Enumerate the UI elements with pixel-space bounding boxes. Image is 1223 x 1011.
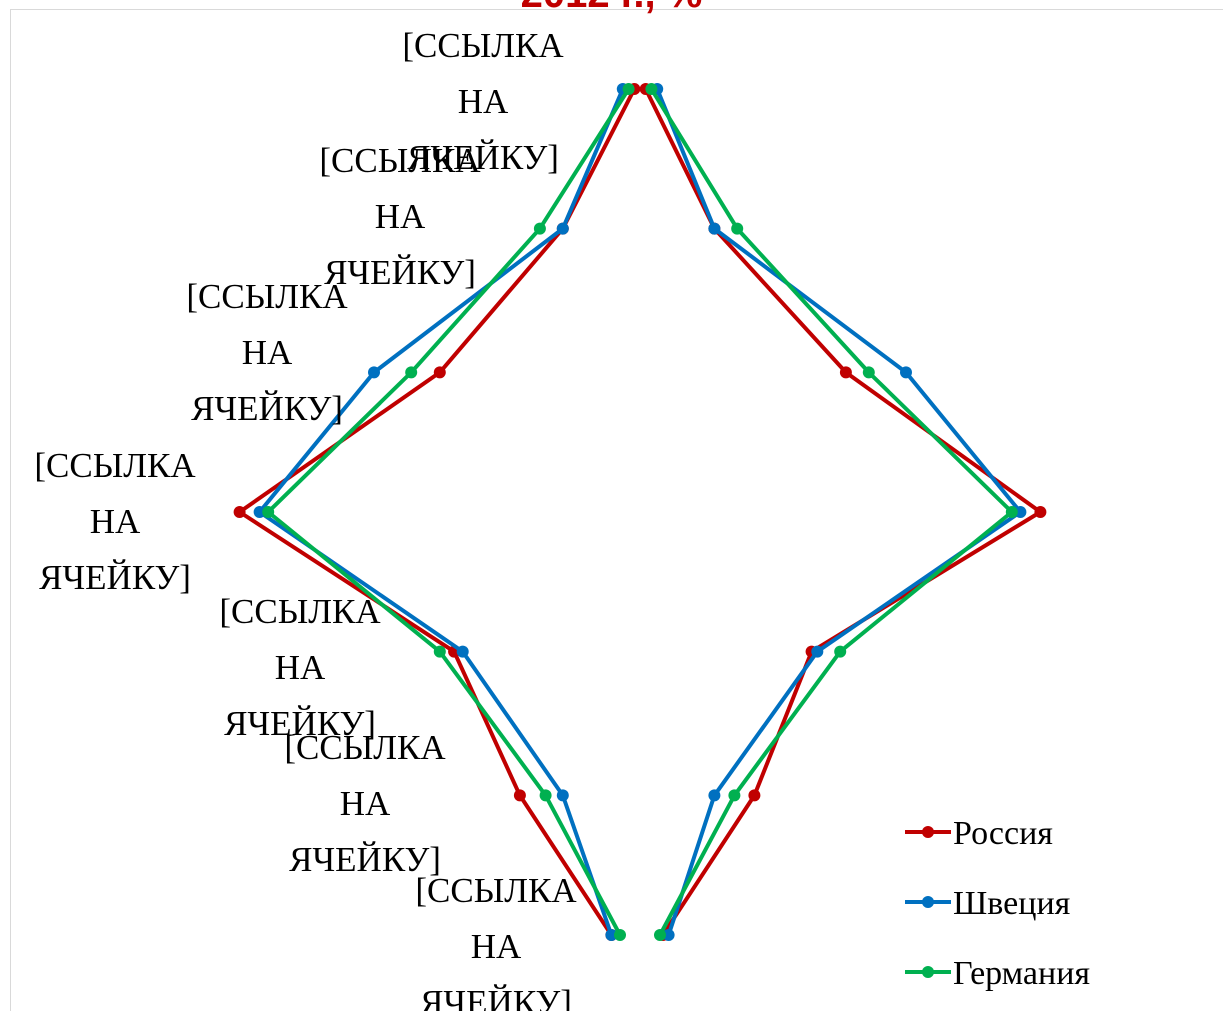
series-3 [262,83,1018,941]
series-line-left [237,87,637,937]
series-line-left [266,87,631,937]
legend-swatch-marker [922,966,934,978]
data-point [605,929,618,941]
data-point [253,506,266,518]
series-line-left [257,87,625,937]
series-2 [253,83,1027,941]
legend-swatch-marker [922,896,934,908]
data-point [405,366,418,379]
data-point [728,789,741,802]
data-point [513,789,526,802]
data-point [708,222,721,235]
data-point [262,506,275,518]
category-label: [ССЫЛКА НА ЯЧЕЙКУ] [219,592,381,743]
chart-title: 2012 г., % [0,0,1223,14]
legend-swatch-marker [922,826,934,838]
data-point [456,645,469,658]
category-label: [ССЫЛКА НА ЯЧЕЙКУ] [415,871,577,1011]
data-point [731,222,744,235]
data-point [708,789,721,802]
legend-item: Россия [905,815,1053,852]
legend-label: Швеция [953,885,1071,922]
data-point [662,929,675,941]
legend-label: Германия [953,955,1090,992]
category-label: [ССЫЛКА НА ЯЧЕЙКУ] [319,141,481,292]
category-label: [ССЫЛКА НА ЯЧЕЙКУ] [34,446,196,597]
data-point [839,366,852,379]
category-label: [ССЫЛКА НА ЯЧЕЙКУ] [186,277,348,428]
data-point [748,789,761,802]
series-line-right [655,87,1023,937]
series-line-right [649,87,1014,937]
data-point [1014,506,1027,518]
data-point [900,366,912,379]
data-point [614,929,626,941]
data-point [556,222,569,235]
legend-item: Германия [905,955,1090,992]
data-point [233,506,246,518]
data-point [811,645,824,658]
data-point [1034,506,1047,518]
data-point [556,789,569,802]
data-point [834,645,847,658]
legend-item: Швеция [905,885,1071,922]
category-label: [ССЫЛКА НА ЯЧЕЙКУ] [402,26,564,177]
data-point [645,83,658,95]
data-point [622,83,635,95]
category-label: [ССЫЛКА НА ЯЧЕЙКУ] [284,728,446,879]
data-point [654,929,666,941]
data-point [1005,506,1018,518]
data-point [368,366,380,379]
chart-frame [10,9,1223,1011]
data-point [433,366,446,379]
data-point [539,789,552,802]
legend-label: Россия [953,815,1053,852]
series-line-right [643,87,1043,937]
data-point [862,366,875,379]
data-point [433,645,446,658]
data-point [533,222,546,235]
